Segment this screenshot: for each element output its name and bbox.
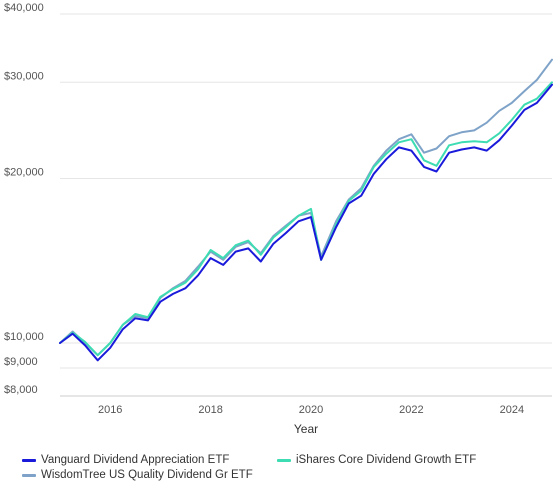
- y-tick-label: $8,000: [4, 384, 38, 396]
- y-tick-label: $40,000: [4, 2, 44, 14]
- legend-swatch-wisdomtree: [22, 473, 36, 477]
- y-tick-label: $10,000: [4, 331, 44, 343]
- x-tick-label: 2022: [399, 404, 423, 416]
- line-chart: $8,000 $9,000 $10,000 $20,000 $30,000 $40,000…: [4, 2, 553, 436]
- legend-label-ishares: iShares Core Dividend Growth ETF: [296, 454, 477, 466]
- y-tick-label: $30,000: [4, 70, 44, 82]
- x-tick-label: 2018: [198, 404, 222, 416]
- x-tick-label: 2020: [299, 404, 323, 416]
- series-line-ishares: [59, 81, 553, 357]
- legend-label-vanguard: Vanguard Dividend Appreciation ETF: [41, 454, 230, 466]
- y-tick-label: $20,000: [4, 167, 44, 179]
- legend-swatch-vanguard: [22, 458, 36, 462]
- series-lines: [59, 58, 553, 362]
- grid-lines: [60, 13, 552, 397]
- x-axis-tick-labels: 2016 2018 2020 2022 2024: [98, 404, 524, 416]
- legend-item-vanguard[interactable]: Vanguard Dividend Appreciation ETF: [22, 454, 229, 466]
- legend-label-wisdomtree: WisdomTree US Quality Dividend Gr ETF: [41, 469, 253, 481]
- series-line-vanguard: [59, 83, 553, 362]
- y-tick-label: $9,000: [4, 356, 38, 368]
- y-axis-tick-labels: $8,000 $9,000 $10,000 $20,000 $30,000 $40,000: [4, 2, 44, 396]
- legend-item-ishares[interactable]: iShares Core Dividend Growth ETF: [277, 454, 476, 466]
- x-tick-label: 2024: [500, 404, 524, 416]
- series-line-wisdomtree: [59, 58, 553, 357]
- legend-item-wisdomtree[interactable]: WisdomTree US Quality Dividend Gr ETF: [22, 469, 253, 481]
- x-axis-title: Year: [294, 422, 318, 436]
- legend-swatch-ishares: [277, 458, 291, 462]
- x-tick-label: 2016: [98, 404, 122, 416]
